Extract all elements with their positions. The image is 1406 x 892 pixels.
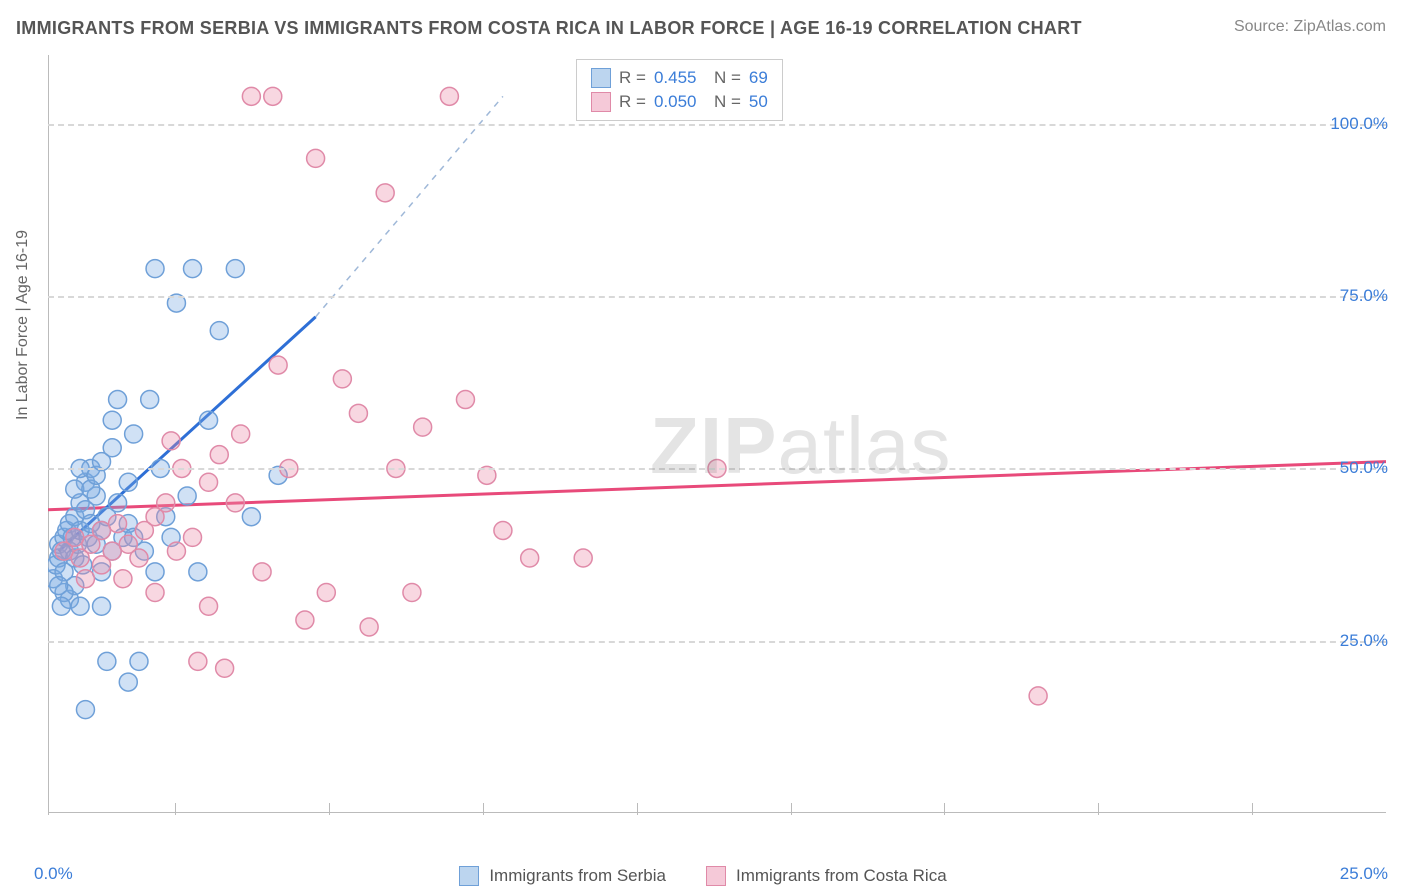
x-tick <box>637 803 638 815</box>
correlation-legend: R = 0.455 N = 69 R = 0.050 N = 50 <box>576 59 783 121</box>
x-tick <box>483 803 484 815</box>
bottom-label-costarica: Immigrants from Costa Rica <box>736 866 947 886</box>
bottom-legend: Immigrants from Serbia Immigrants from C… <box>0 866 1406 886</box>
legend-r-label-1: R = <box>619 68 646 88</box>
x-origin-label: 0.0% <box>34 864 73 884</box>
x-tick <box>329 803 330 815</box>
legend-row-serbia: R = 0.455 N = 69 <box>591 66 768 90</box>
legend-r-value-2: 0.050 <box>654 92 706 112</box>
y-axis-label: In Labor Force | Age 16-19 <box>14 230 32 420</box>
x-right-label: 25.0% <box>1340 864 1388 884</box>
legend-n-value-1: 69 <box>749 68 768 88</box>
x-tick <box>791 803 792 815</box>
bottom-legend-serbia: Immigrants from Serbia <box>459 866 666 886</box>
legend-swatch-serbia <box>591 68 611 88</box>
legend-n-label-1: N = <box>714 68 741 88</box>
source-label: Source: ZipAtlas.com <box>1234 18 1386 36</box>
bottom-legend-costarica: Immigrants from Costa Rica <box>706 866 947 886</box>
bottom-swatch-costarica <box>706 866 726 886</box>
x-tick <box>1252 803 1253 815</box>
gridline <box>48 296 1386 298</box>
legend-row-costarica: R = 0.050 N = 50 <box>591 90 768 114</box>
x-tick <box>175 803 176 815</box>
gridline <box>48 124 1386 126</box>
legend-n-label-2: N = <box>714 92 741 112</box>
legend-r-value-1: 0.455 <box>654 68 706 88</box>
x-tick <box>48 803 49 815</box>
y-tick-label: 75.0% <box>1340 286 1388 306</box>
x-tick <box>944 803 945 815</box>
y-tick-label: 50.0% <box>1340 458 1388 478</box>
bottom-swatch-serbia <box>459 866 479 886</box>
y-tick-label: 25.0% <box>1340 631 1388 651</box>
legend-swatch-costarica <box>591 92 611 112</box>
y-tick-label: 100.0% <box>1330 114 1388 134</box>
x-tick <box>1098 803 1099 815</box>
bottom-label-serbia: Immigrants from Serbia <box>489 866 666 886</box>
legend-r-label-2: R = <box>619 92 646 112</box>
watermark: ZIPatlas <box>650 400 951 492</box>
gridline <box>48 641 1386 643</box>
chart-title: IMMIGRANTS FROM SERBIA VS IMMIGRANTS FRO… <box>16 18 1082 39</box>
legend-n-value-2: 50 <box>749 92 768 112</box>
